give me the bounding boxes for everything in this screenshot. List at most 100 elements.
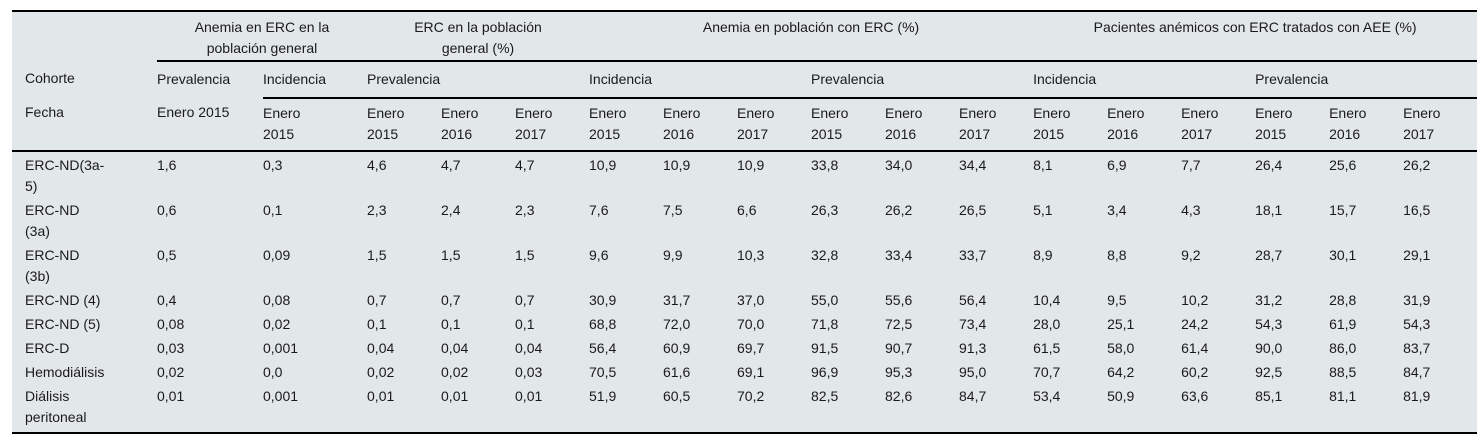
data-cell: 33,7 <box>959 247 987 263</box>
data-cell: 33,4 <box>885 247 913 263</box>
table-row: Hemodiálisis 0,02 0,0 0,02 0,02 0,03 70,5 61,6 6… <box>12 359 1477 383</box>
table-row: ERC-ND(3a- 5) 1,6 0,3 4,6 4,7 4,7 10,9 10,9 10,9… <box>12 151 1477 197</box>
table-row: ERC-ND (3b) 0,5 0,09 1,5 1,5 1,5 9,6 9,9 10,3 32,… <box>12 242 1477 287</box>
fecha-label: Fecha <box>12 98 157 152</box>
data-cell: 0,0 <box>263 364 283 380</box>
data-cell: 81,9 <box>1403 388 1431 404</box>
data-cell: 60,2 <box>1181 364 1209 380</box>
subheader-incidencia-g4: Incidencia <box>1033 61 1256 99</box>
data-cell: 8,1 <box>1033 157 1053 173</box>
data-cell: 60,5 <box>663 388 691 404</box>
date-header-col-11: Enero 2017 <box>959 98 1034 152</box>
data-cell: 61,4 <box>1181 340 1209 356</box>
data-cell: 9,6 <box>589 247 609 263</box>
data-cell: 6,6 <box>737 202 757 218</box>
date-header-col-14: Enero 2017 <box>1181 98 1256 152</box>
data-cell: 54,3 <box>1403 316 1431 332</box>
row-label: ERC-ND (4) <box>25 292 101 308</box>
row-label: Diálisis peritoneal <box>25 388 87 425</box>
subheader-prevalencia-g3: Prevalencia <box>811 61 1034 99</box>
data-cell: 0,7 <box>515 292 535 308</box>
data-cell: 0,03 <box>515 364 543 380</box>
subheader-prevalencia-g2: Prevalencia <box>367 61 590 99</box>
data-cell: 6,9 <box>1107 157 1127 173</box>
data-cell: 25,1 <box>1107 316 1135 332</box>
date-header-col-4: Enero 2016 <box>441 98 516 152</box>
date-header-col-16: Enero 2016 <box>1329 98 1404 152</box>
data-cell: 58,0 <box>1107 340 1135 356</box>
data-cell: 0,04 <box>441 340 469 356</box>
data-cell: 0,01 <box>515 388 543 404</box>
subheader-prevalencia-g4: Prevalencia <box>1255 61 1478 99</box>
data-cell: 10,9 <box>589 157 617 173</box>
data-cell: 0,08 <box>263 292 291 308</box>
data-cell: 82,6 <box>885 388 913 404</box>
data-cell: 9,2 <box>1181 247 1201 263</box>
data-cell: 91,3 <box>959 340 987 356</box>
data-cell: 70,7 <box>1033 364 1061 380</box>
data-cell: 83,7 <box>1403 340 1431 356</box>
data-cell: 63,6 <box>1181 388 1209 404</box>
data-cell: 0,04 <box>367 340 395 356</box>
data-cell: 26,2 <box>885 202 913 218</box>
date-header-row: Fecha Enero 2015 Enero 2015 Enero 2015 Ener… <box>12 98 1478 152</box>
data-cell: 61,6 <box>663 364 691 380</box>
data-cell: 70,0 <box>737 316 765 332</box>
data-cell: 0,1 <box>515 316 535 332</box>
data-cell: 10,9 <box>663 157 691 173</box>
data-cell: 24,2 <box>1181 316 1209 332</box>
date-header-col-9: Enero 2015 <box>811 98 886 152</box>
data-cell: 5,1 <box>1033 202 1053 218</box>
date-header-col-3: Enero 2015 <box>367 98 442 152</box>
data-cell: 2,3 <box>515 202 535 218</box>
group-header-erc-poblacion-general: ERC en la población general (%) <box>367 11 590 62</box>
data-cell: 69,7 <box>737 340 765 356</box>
data-cell: 28,7 <box>1255 247 1283 263</box>
subheader-incidencia-g1: Incidencia <box>263 61 368 99</box>
data-cell: 10,9 <box>737 157 765 173</box>
data-cell: 26,4 <box>1255 157 1283 173</box>
row-label: Hemodiálisis <box>25 364 105 380</box>
data-cell: 26,3 <box>811 202 839 218</box>
data-cell: 18,1 <box>1255 202 1283 218</box>
data-cell: 54,3 <box>1255 316 1283 332</box>
cohort-data-table: Anemia en ERC en la población general ER… <box>12 10 1478 434</box>
subheader-incidencia-g3: Incidencia <box>589 61 812 99</box>
data-cell: 0,1 <box>441 316 461 332</box>
data-cell: 84,7 <box>1403 364 1431 380</box>
data-cell: 69,1 <box>737 364 765 380</box>
data-cell: 0,6 <box>157 202 177 218</box>
data-cell: 90,7 <box>885 340 913 356</box>
data-cell: 0,01 <box>157 388 185 404</box>
data-cell: 1,5 <box>367 247 387 263</box>
data-cell: 1,6 <box>157 157 177 173</box>
data-cell: 0,1 <box>367 316 387 332</box>
row-label: ERC-ND (3b) <box>25 247 80 284</box>
data-cell: 16,5 <box>1403 202 1431 218</box>
data-cell: 60,9 <box>663 340 691 356</box>
data-cell: 28,0 <box>1033 316 1061 332</box>
data-cell: 1,5 <box>515 247 535 263</box>
table-row: ERC-D 0,03 0,001 0,04 0,04 0,04 56,4 60,9 69,7 91… <box>12 335 1477 359</box>
data-cell: 71,8 <box>811 316 839 332</box>
data-cell: 2,3 <box>367 202 387 218</box>
data-cell: 73,4 <box>959 316 987 332</box>
data-cell: 4,7 <box>441 157 461 173</box>
date-header-col-1: Enero 2015 <box>157 98 263 152</box>
data-cell: 4,6 <box>367 157 387 173</box>
data-cell: 34,4 <box>959 157 987 173</box>
data-cell: 61,5 <box>1033 340 1061 356</box>
date-header-col-6: Enero 2015 <box>589 98 664 152</box>
data-cell: 51,9 <box>589 388 617 404</box>
table-body: ERC-ND(3a- 5) 1,6 0,3 4,6 4,7 4,7 10,9 10,9 10,9… <box>12 151 1477 433</box>
data-cell: 72,5 <box>885 316 913 332</box>
row-label: ERC-D <box>25 340 70 356</box>
data-cell: 0,001 <box>263 340 299 356</box>
corner-cell <box>12 11 157 61</box>
data-cell: 31,9 <box>1403 292 1431 308</box>
data-cell: 10,2 <box>1181 292 1209 308</box>
data-cell: 10,3 <box>737 247 765 263</box>
date-header-col-5: Enero 2017 <box>515 98 590 152</box>
data-cell: 1,5 <box>441 247 461 263</box>
